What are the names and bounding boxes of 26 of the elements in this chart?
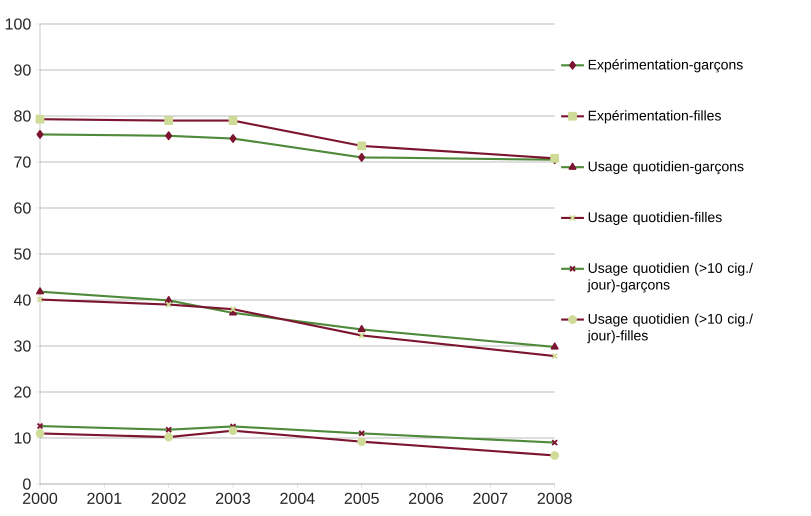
y-tick-label: 60 [14,202,31,214]
y-tick-label: 0 [23,478,31,490]
x-tick-label: 2000 [23,492,58,504]
x-tick-label: 2006 [409,492,444,504]
y-tick-label: 80 [14,110,31,122]
x-tick-label: 2007 [473,492,508,504]
legend-label: Usage quotidien (>10 cig./ jour)-garçons [587,262,753,292]
y-tick-label: 50 [14,248,31,260]
x-tick-label: 2001 [87,492,122,504]
x-tick-label: 2008 [538,492,572,504]
legend-label: Usage quotidien-filles [588,212,722,225]
legend-label: Usage quotidien (>10 cig./ jour)-filles [587,314,753,344]
x-tick-label: 2003 [216,492,250,504]
x-tick-label: 2005 [344,492,379,504]
legend-label: Expérimentation-filles [588,110,721,124]
y-tick-label: 10 [14,432,31,444]
y-tick-label: 20 [14,386,31,398]
y-tick-label: 70 [14,156,31,168]
x-tick-label: 2002 [152,492,186,504]
y-tick-label: 40 [14,294,31,306]
y-tick-label: 100 [6,18,31,30]
legend-label: Usage quotidien-garçons [588,161,744,174]
legend-label: Expérimentation-garçons [588,59,743,72]
y-tick-label: 90 [14,64,31,76]
x-tick-label: 2004 [280,492,315,504]
y-tick-label: 30 [14,340,31,352]
